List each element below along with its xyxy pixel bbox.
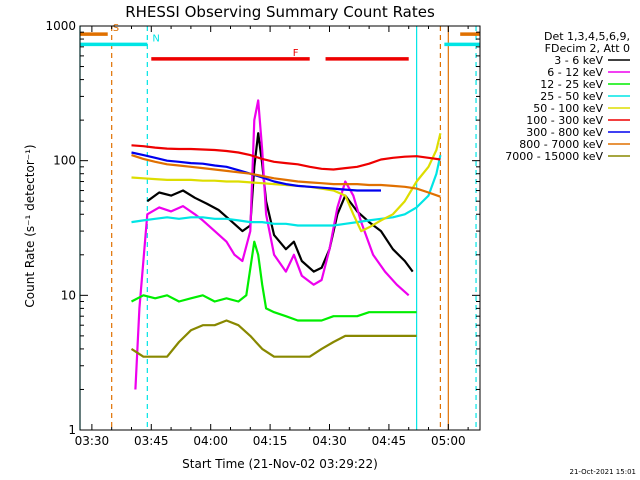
x-tick-label-3: 04:15 [253,434,288,448]
legend-header-line-2: FDecim 2, Att 0 [545,42,630,55]
flag-label-F: F [293,48,299,59]
timestamp: 21-Oct-2021 15:01 [570,468,636,476]
x-axis-ticks: 03:30 03:45 04:00 04:15 04:30 04:45 05:00 [75,26,469,448]
series-line-1 [134,99,410,390]
legend-label-2: 12 - 25 keV [540,78,603,91]
chart-title: RHESSI Observing Summary Count Rates [125,3,435,21]
x-tick-label-5: 04:45 [372,434,407,448]
legend-label-6: 300 - 800 keV [526,126,603,139]
legend-label-3: 25 - 50 keV [540,90,603,103]
x-axis-label: Start Time (21-Nov-02 03:29:22) [182,457,378,471]
legend-label-4: 50 - 100 keV [533,102,603,115]
legend-label-1: 6 - 12 keV [547,66,603,79]
series-line-3 [131,154,442,227]
legend-label-8: 7000 - 15000 keV [505,150,603,163]
x-tick-label-6: 05:00 [431,434,466,448]
y-axis-ticks: 1 10 100 1000 [45,19,480,437]
plot-area: S N F [79,23,481,431]
x-tick-label-4: 04:30 [312,434,347,448]
legend: Det 1,3,4,5,6,9, FDecim 2, Att 0 3 - 6 k… [505,30,630,163]
legend-label-7: 800 - 7000 keV [519,138,603,151]
series-line-0 [146,132,414,273]
flag-label-S: S [113,23,119,34]
x-tick-label-1: 03:45 [134,434,169,448]
plot-frame [79,25,481,431]
x-tick-label-0: 03:30 [75,434,110,448]
y-tick-label-2: 100 [53,154,76,168]
flag-label-N: N [152,33,159,44]
x-tick-label-2: 04:00 [193,434,228,448]
y-tick-label-0: 1 [68,423,76,437]
legend-label-0: 3 - 6 keV [554,54,603,67]
series-line-2 [130,240,417,322]
y-axis-label: Count Rate (s⁻¹ detector⁻¹) [23,144,37,307]
legend-header-line-1: Det 1,3,4,5,6,9, [544,30,630,43]
series-line-8 [130,319,417,358]
series-line-5 [131,144,441,171]
legend-label-5: 100 - 300 keV [526,114,603,127]
y-tick-label-3: 1000 [45,19,76,33]
series-line-7 [131,154,441,198]
y-tick-label-1: 10 [61,288,76,302]
